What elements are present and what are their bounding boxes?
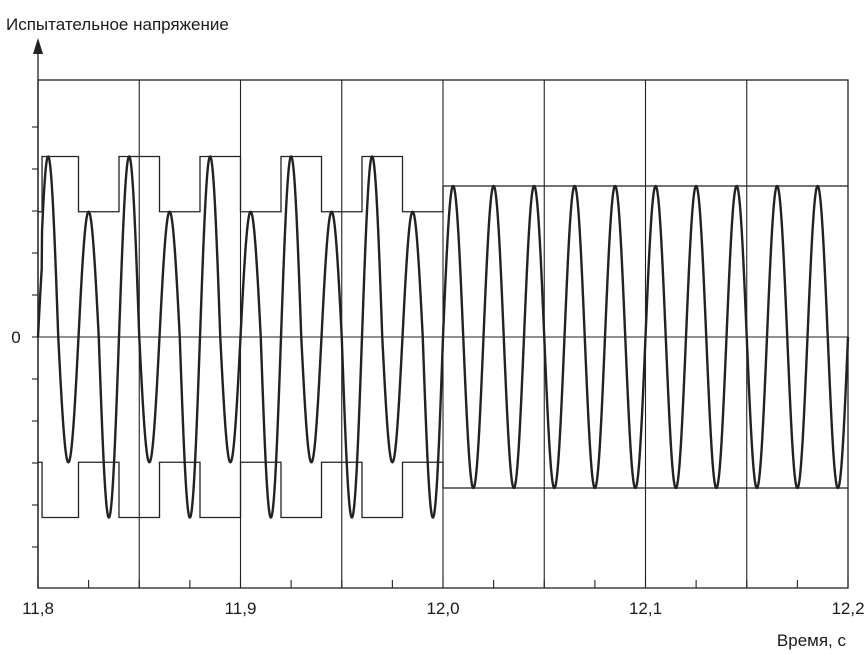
- envelope-series: [38, 155, 848, 519]
- signal-line: [36, 155, 850, 519]
- envelope-upper: [38, 155, 848, 213]
- x-tick-label: 12,2: [831, 599, 864, 618]
- signal-series: [36, 155, 850, 519]
- ticks: 11,8 11,9 12,0 12,1 12,2 0: [11, 126, 865, 618]
- y-axis-label: Испытательное напряжение: [6, 15, 229, 34]
- x-tick-label: 11,8: [22, 599, 54, 618]
- y-tick-label: 0: [11, 328, 20, 347]
- y-axis-arrow: [33, 38, 43, 54]
- x-axis-label: Время, с: [777, 631, 847, 650]
- x-tick-label: 12,1: [629, 599, 662, 618]
- envelope-lower: [38, 461, 848, 519]
- x-tick-label: 12,0: [426, 599, 459, 618]
- x-tick-label: 11,9: [225, 599, 257, 618]
